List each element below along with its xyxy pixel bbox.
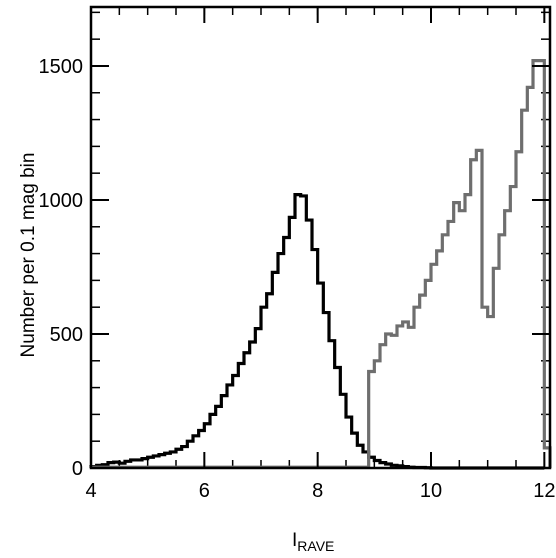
x-axis-title-subscript: RAVE <box>297 538 334 554</box>
minor-ticks <box>90 7 550 469</box>
y-axis-title: Number per 0.1 mag bin <box>18 153 39 358</box>
y-tick-label: 1000 <box>39 190 84 212</box>
plot-frame <box>89 5 552 470</box>
x-axis-title-main: I <box>292 530 297 551</box>
y-tick-label: 1500 <box>39 56 84 78</box>
x-tick-label: 10 <box>420 480 442 502</box>
x-tick-label: 6 <box>199 480 210 502</box>
y-tick-label: 0 <box>72 458 83 480</box>
x-tick-label: 12 <box>533 480 555 502</box>
major-ticks <box>90 7 550 469</box>
histogram-series-2 <box>89 59 552 469</box>
series-layer <box>89 59 552 470</box>
x-tick-label: 4 <box>85 480 96 502</box>
x-tick-label: 8 <box>312 480 323 502</box>
x-axis-title: IRAVE <box>292 530 334 554</box>
x-tick-labels: 4 6 8 10 12 <box>85 480 555 502</box>
y-tick-label: 500 <box>50 324 83 346</box>
histogram-series-1 <box>89 193 545 470</box>
y-tick-labels: 0 500 1000 1500 <box>39 56 84 480</box>
